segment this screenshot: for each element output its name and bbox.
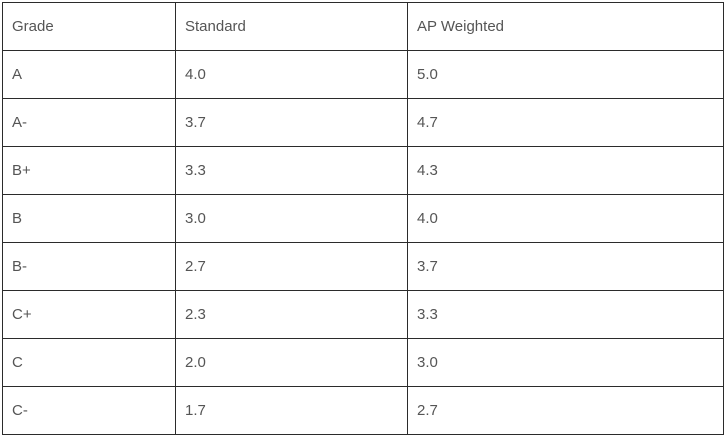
header-ap-weighted: AP Weighted (407, 2, 724, 51)
cell-grade: A (2, 50, 176, 99)
cell-grade: C+ (2, 290, 176, 339)
table-row: C+ 2.3 3.3 (2, 290, 724, 339)
cell-ap-weighted: 4.3 (407, 146, 724, 195)
cell-grade: B (2, 194, 176, 243)
table-row: B 3.0 4.0 (2, 194, 724, 243)
cell-standard: 2.3 (175, 290, 408, 339)
header-row: Grade Standard AP Weighted (2, 2, 724, 51)
table-row: A- 3.7 4.7 (2, 98, 724, 147)
cell-standard: 2.0 (175, 338, 408, 387)
cell-standard: 2.7 (175, 242, 408, 291)
cell-grade: C (2, 338, 176, 387)
cell-ap-weighted: 4.7 (407, 98, 724, 147)
table-row: C 2.0 3.0 (2, 338, 724, 387)
cell-grade: C- (2, 386, 176, 435)
table-header: Grade Standard AP Weighted (2, 2, 724, 51)
cell-ap-weighted: 3.7 (407, 242, 724, 291)
cell-grade: B- (2, 242, 176, 291)
grade-table: Grade Standard AP Weighted A 4.0 5.0 A- … (2, 2, 724, 435)
cell-ap-weighted: 3.3 (407, 290, 724, 339)
table-row: B- 2.7 3.7 (2, 242, 724, 291)
table-row: A 4.0 5.0 (2, 50, 724, 99)
cell-standard: 3.3 (175, 146, 408, 195)
table-row: C- 1.7 2.7 (2, 386, 724, 435)
cell-ap-weighted: 3.0 (407, 338, 724, 387)
cell-standard: 3.7 (175, 98, 408, 147)
table-body: A 4.0 5.0 A- 3.7 4.7 B+ 3.3 4.3 B 3.0 4.… (2, 50, 724, 435)
table-row: B+ 3.3 4.3 (2, 146, 724, 195)
cell-standard: 1.7 (175, 386, 408, 435)
cell-ap-weighted: 2.7 (407, 386, 724, 435)
cell-grade: A- (2, 98, 176, 147)
cell-standard: 3.0 (175, 194, 408, 243)
cell-ap-weighted: 4.0 (407, 194, 724, 243)
header-standard: Standard (175, 2, 408, 51)
header-grade: Grade (2, 2, 176, 51)
cell-grade: B+ (2, 146, 176, 195)
cell-standard: 4.0 (175, 50, 408, 99)
cell-ap-weighted: 5.0 (407, 50, 724, 99)
